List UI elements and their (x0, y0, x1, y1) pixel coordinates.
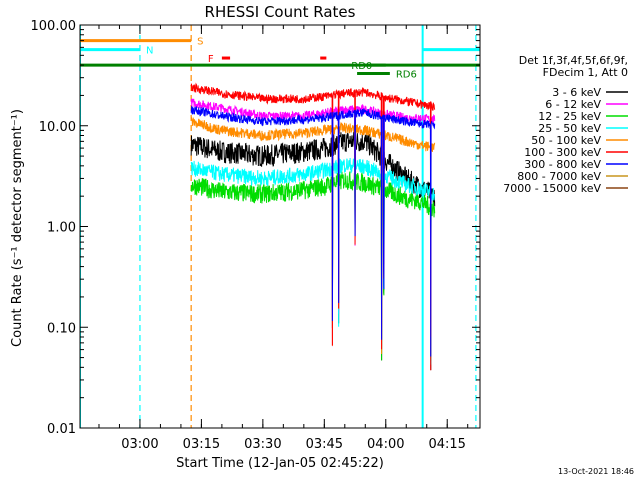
chart-title: RHESSI Count Rates (205, 3, 356, 21)
x-tick-label-3: 03:30 (244, 437, 281, 452)
status-label-n: N (146, 46, 153, 57)
x-tick-label-4: 03:45 (306, 437, 343, 452)
y-axis: 0.01 0.10 1.00 10.00 100.00 (31, 19, 480, 437)
status-label-rd0: RD0 (351, 61, 372, 72)
legend-label-1: 3 - 6 keV (552, 86, 601, 99)
y-axis-title: Count Rate (s⁻¹ detector segment⁻¹) (10, 109, 25, 347)
series-line-1 (190, 131, 436, 371)
legend-label-2: 6 - 12 keV (545, 98, 601, 111)
series-line-7 (190, 105, 436, 357)
plot-content: S N F RD0 RD6 (80, 25, 480, 428)
y-tick-label-2: 0.10 (47, 321, 76, 336)
x-tick-label-6: 04:15 (428, 437, 465, 452)
series-line-4 (190, 157, 436, 365)
y-tick-label-5: 100.00 (31, 19, 77, 34)
y-tick-label-3: 1.00 (47, 221, 76, 236)
y-tick-label-4: 10.00 (39, 120, 76, 135)
legend-label-3: 12 - 25 keV (538, 110, 601, 123)
x-tick-label-5: 04:00 (367, 437, 404, 452)
legend: Det 1f,3f,4f,5f,6f,9f, FDecim 1, Att 0 3… (503, 54, 628, 195)
series-line-6 (190, 82, 436, 371)
x-axis-title: Start Time (12-Jan-05 02:45:22) (176, 456, 384, 471)
legend-label-7: 300 - 800 keV (524, 158, 601, 171)
x-tick-label-1: 03:00 (121, 437, 158, 452)
legend-label-6: 100 - 300 keV (524, 146, 601, 159)
legend-header-line-2: FDecim 1, Att 0 (543, 66, 628, 79)
legend-label-9: 7000 - 15000 keV (503, 182, 601, 195)
series-line-2 (190, 98, 436, 347)
y-tick-label-1: 0.01 (47, 422, 76, 437)
status-label-f: F (208, 54, 214, 65)
legend-label-4: 25 - 50 keV (538, 122, 601, 135)
status-label-s: S (197, 37, 203, 48)
legend-label-5: 50 - 100 keV (531, 134, 601, 147)
x-tick-label-2: 03:15 (183, 437, 220, 452)
footer-timestamp: 13-Oct-2021 18:46 (558, 467, 634, 476)
series-line-5 (190, 116, 436, 355)
status-label-rd6: RD6 (396, 70, 417, 81)
legend-header-line-1: Det 1f,3f,4f,5f,6f,9f, (519, 54, 628, 67)
plot-clipped (80, 25, 480, 428)
x-axis: 03:00 03:15 03:30 03:45 04:00 04:15 (98, 25, 469, 452)
legend-label-8: 800 - 7000 keV (517, 170, 601, 183)
series-line-3 (190, 171, 436, 361)
